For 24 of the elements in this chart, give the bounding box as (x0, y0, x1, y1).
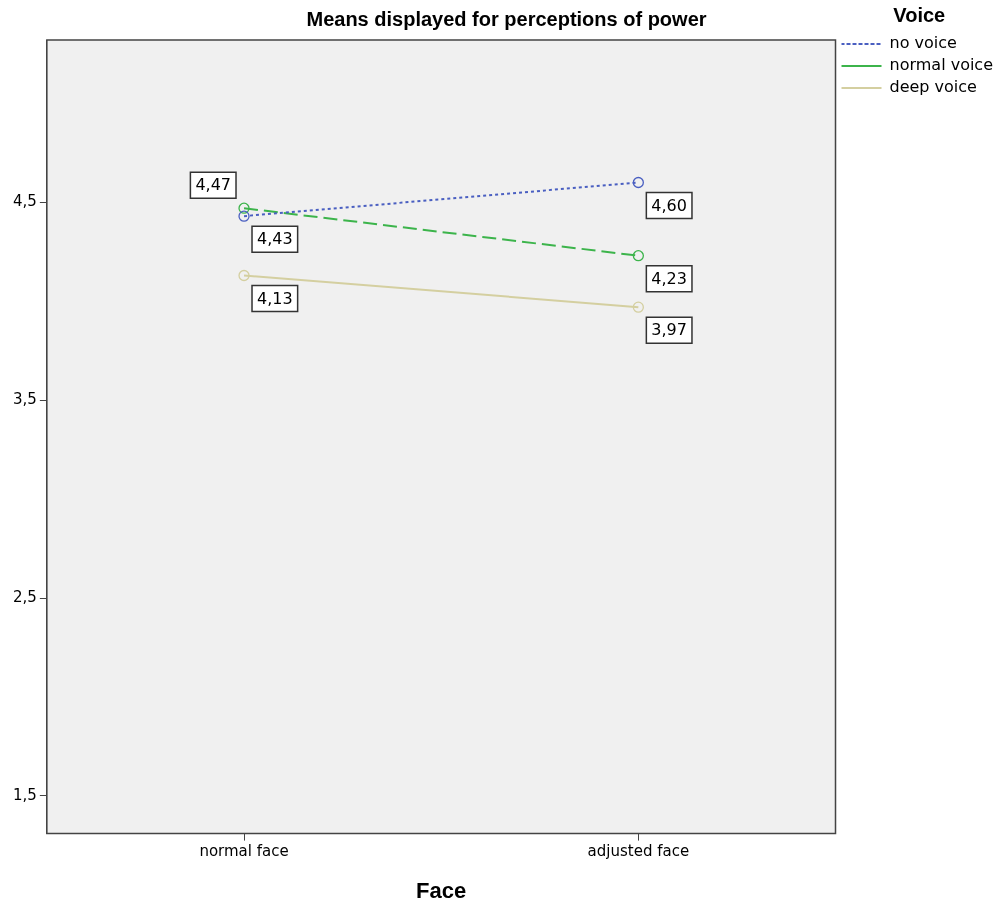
chart-title: Means displayed for perceptions of power (306, 7, 707, 30)
data-label: 4,43 (257, 229, 293, 249)
y-tick-label: 1,5 (13, 785, 37, 804)
data-label: 4,13 (257, 288, 293, 308)
x-axis-title: Face (416, 877, 467, 903)
x-tick-label: adjusted face (587, 842, 690, 861)
y-tick-label: 2,5 (13, 587, 37, 606)
data-label: 4,47 (195, 175, 232, 195)
point (238, 210, 250, 222)
point (238, 269, 250, 282)
y-tick-label: 3,5 (13, 390, 37, 409)
point (632, 250, 644, 262)
data-label: 3,97 (651, 320, 687, 340)
point (632, 301, 644, 313)
y-tick-label: 4,5 (13, 192, 37, 211)
data-label: 4,60 (651, 195, 687, 215)
legend-label: deep voice (889, 77, 977, 97)
x-tick-label: normal face (199, 842, 289, 861)
data-label: 4,23 (651, 268, 687, 288)
legend-label: no voice (889, 33, 957, 53)
point (238, 202, 250, 214)
legend-label: normal voice (889, 55, 994, 75)
legend-title: Voice (893, 3, 946, 26)
point (632, 176, 644, 189)
